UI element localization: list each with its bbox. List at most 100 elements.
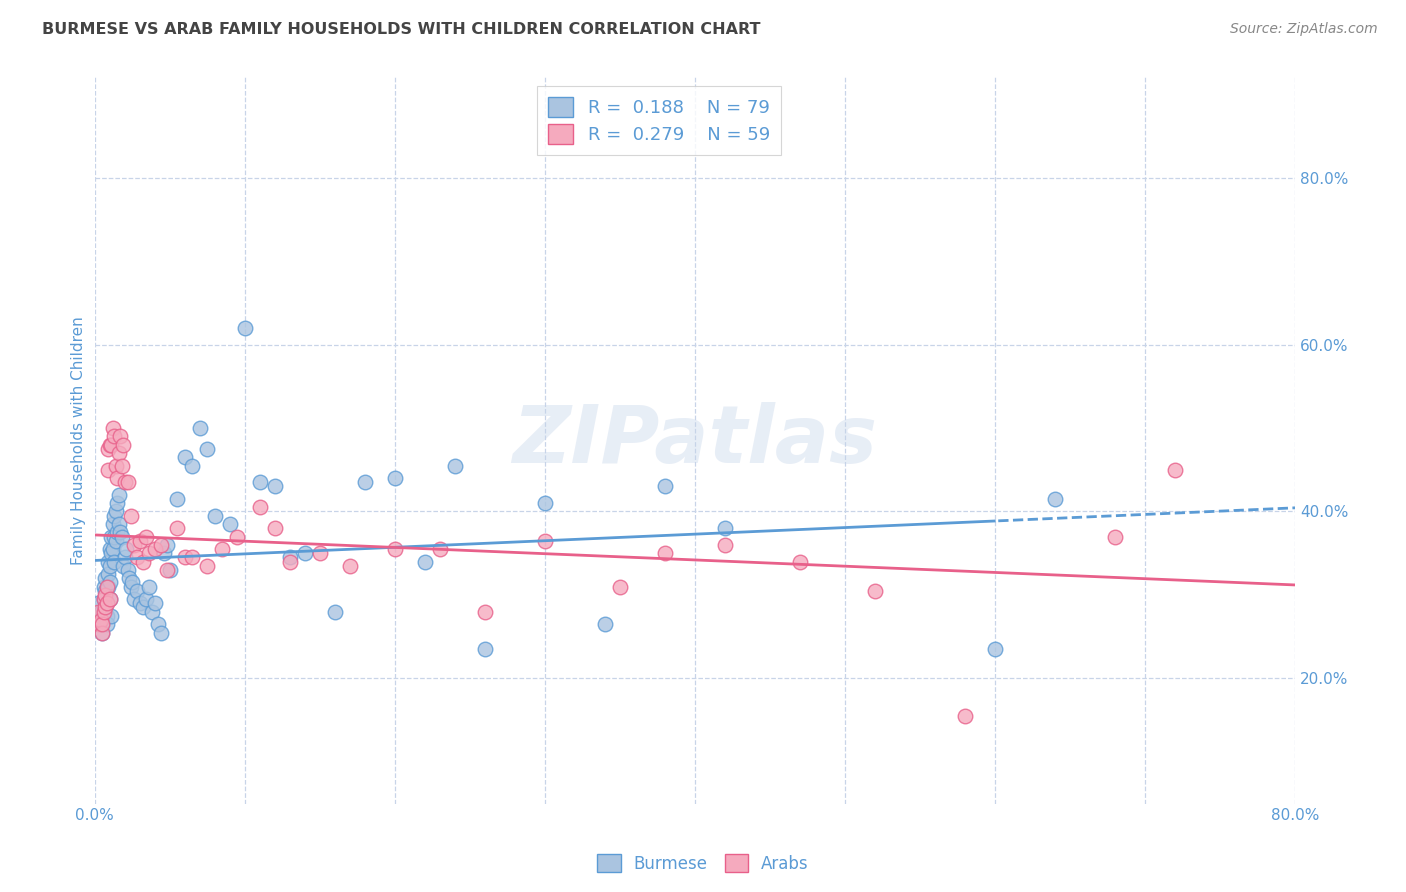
Point — [278, 550, 301, 565]
Point — [96, 617, 118, 632]
Point — [97, 463, 120, 477]
Point — [593, 617, 616, 632]
Point — [100, 438, 122, 452]
Point — [984, 642, 1007, 657]
Point — [108, 525, 131, 540]
Point — [384, 542, 406, 557]
Point — [112, 558, 135, 573]
Point — [323, 605, 346, 619]
Legend: Burmese, Arabs: Burmese, Arabs — [591, 847, 815, 880]
Legend: R =  0.188    N = 79, R =  0.279    N = 59: R = 0.188 N = 79, R = 0.279 N = 59 — [537, 87, 780, 155]
Point — [86, 596, 108, 610]
Point — [104, 504, 127, 518]
Point — [86, 605, 108, 619]
Point — [115, 542, 138, 557]
Point — [474, 605, 496, 619]
Point — [103, 508, 125, 523]
Point — [91, 617, 114, 632]
Point — [135, 592, 157, 607]
Point — [117, 563, 139, 577]
Point — [100, 529, 122, 543]
Point — [294, 546, 316, 560]
Point — [159, 563, 181, 577]
Point — [233, 321, 256, 335]
Point — [654, 479, 676, 493]
Point — [353, 475, 375, 490]
Point — [93, 580, 115, 594]
Point — [90, 605, 112, 619]
Point — [128, 596, 150, 610]
Point — [534, 533, 557, 548]
Point — [173, 550, 195, 565]
Point — [122, 538, 145, 552]
Point — [120, 580, 142, 594]
Point — [339, 558, 361, 573]
Point — [93, 592, 115, 607]
Point — [93, 592, 115, 607]
Point — [91, 617, 114, 632]
Point — [104, 533, 127, 548]
Text: BURMESE VS ARAB FAMILY HOUSEHOLDS WITH CHILDREN CORRELATION CHART: BURMESE VS ARAB FAMILY HOUSEHOLDS WITH C… — [42, 22, 761, 37]
Point — [97, 442, 120, 456]
Point — [98, 558, 121, 573]
Point — [263, 479, 285, 493]
Point — [863, 583, 886, 598]
Point — [534, 496, 557, 510]
Point — [953, 709, 976, 723]
Point — [98, 438, 121, 452]
Point — [100, 546, 122, 560]
Text: Source: ZipAtlas.com: Source: ZipAtlas.com — [1230, 22, 1378, 37]
Point — [103, 429, 125, 443]
Point — [103, 555, 125, 569]
Point — [166, 491, 188, 506]
Point — [108, 429, 131, 443]
Point — [114, 475, 136, 490]
Point — [97, 567, 120, 582]
Point — [98, 575, 121, 590]
Point — [104, 458, 127, 473]
Point — [443, 458, 465, 473]
Point — [714, 521, 737, 535]
Point — [131, 555, 153, 569]
Point — [143, 542, 166, 557]
Point — [1045, 491, 1067, 506]
Point — [152, 546, 174, 560]
Point — [135, 529, 157, 543]
Point — [474, 642, 496, 657]
Point — [413, 555, 436, 569]
Point — [789, 555, 811, 569]
Point — [97, 555, 120, 569]
Point — [91, 625, 114, 640]
Point — [96, 580, 118, 594]
Point — [94, 600, 117, 615]
Point — [93, 605, 115, 619]
Point — [98, 592, 121, 607]
Point — [204, 508, 226, 523]
Point — [146, 617, 169, 632]
Point — [181, 550, 204, 565]
Point — [105, 496, 128, 510]
Point — [249, 475, 271, 490]
Point — [110, 529, 132, 543]
Point — [107, 516, 129, 531]
Point — [101, 421, 124, 435]
Point — [149, 625, 172, 640]
Point — [110, 458, 132, 473]
Point — [138, 580, 160, 594]
Point — [96, 608, 118, 623]
Point — [195, 442, 218, 456]
Point — [97, 580, 120, 594]
Point — [195, 558, 218, 573]
Point — [181, 458, 204, 473]
Point — [94, 588, 117, 602]
Point — [1164, 463, 1187, 477]
Point — [121, 575, 143, 590]
Point — [114, 550, 136, 565]
Text: ZIPatlas: ZIPatlas — [513, 401, 877, 480]
Point — [149, 538, 172, 552]
Point — [714, 538, 737, 552]
Point — [122, 592, 145, 607]
Point — [654, 546, 676, 560]
Point — [125, 550, 148, 565]
Point — [609, 580, 631, 594]
